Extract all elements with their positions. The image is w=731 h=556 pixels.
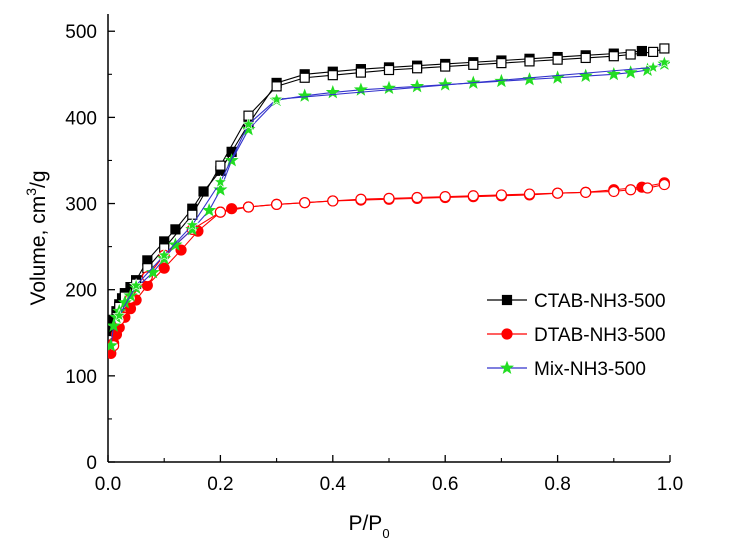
DTAB-NH3-500-desorption-point xyxy=(580,186,592,198)
DTAB-NH3-500-desorption-point xyxy=(327,195,339,207)
DTAB-NH3-500-desorption-point xyxy=(383,192,395,204)
Mix-NH3-500-desorption-point xyxy=(646,60,661,74)
CTAB-NH3-500-desorption-point xyxy=(552,54,563,65)
CTAB-NH3-500-desorption-point xyxy=(412,63,423,74)
Mix-NH3-500-desorption-point xyxy=(657,54,670,69)
DTAB-NH3-500-desorption-point xyxy=(641,182,654,194)
Mix-NH3-500-adsorption-point xyxy=(168,237,183,251)
legend-label: CTAB-NH3-500 xyxy=(534,291,666,312)
CTAB-NH3-500-adsorption-point xyxy=(170,224,181,235)
DTAB-NH3-500-desorption-point xyxy=(658,178,670,191)
y-axis-title-tail: /g xyxy=(27,170,50,188)
Mix-NH3-500-adsorption-point xyxy=(213,182,228,196)
Mix-NH3-500-adsorption-point xyxy=(623,65,638,79)
y-axis-title-main: Volume, cm xyxy=(27,196,50,306)
Mix-NH3-500-adsorption-point xyxy=(108,318,121,332)
y-tick-label: 500 xyxy=(65,22,97,43)
DTAB-NH3-500-desorption-point xyxy=(495,189,507,201)
Mix-NH3-500-adsorption-point xyxy=(606,66,621,81)
CTAB-NH3-500-desorption-point xyxy=(327,70,338,81)
Mix-NH3-500-desorption-point xyxy=(185,217,200,232)
CTAB-NH3-500-desorption-point xyxy=(383,64,395,76)
x-axis-title-main: P/P xyxy=(348,512,382,535)
DTAB-NH3-500-desorption-point xyxy=(608,185,620,198)
CTAB-NH3-500-adsorption-point xyxy=(636,45,648,57)
DTAB-NH3-500-adsorption-point xyxy=(158,262,170,274)
Mix-NH3-500-desorption-point xyxy=(112,308,127,322)
Mix-NH3-500-adsorption-point xyxy=(578,68,593,82)
CTAB-NH3-500-desorption-point xyxy=(648,46,659,58)
DTAB-NH3-500-desorption-point xyxy=(355,193,367,205)
x-tick-label: 0.2 xyxy=(207,474,233,495)
Mix-NH3-500-adsorption-point xyxy=(202,203,217,217)
Mix-NH3-500-adsorption-point xyxy=(325,85,340,99)
CTAB-NH3-500-desorption-point xyxy=(299,72,310,83)
legend-marker xyxy=(500,360,514,374)
y-tick-label: 0 xyxy=(86,453,97,474)
x-tick-label: 0.0 xyxy=(95,474,121,495)
legend-label: DTAB-NH3-500 xyxy=(534,325,666,346)
series-Mix-NH3-500 xyxy=(108,54,670,352)
x-axis-title: P/P0 xyxy=(348,512,389,541)
Mix-NH3-500-desorption-point xyxy=(213,174,228,188)
Mix-NH3-500-adsorption-point xyxy=(438,77,453,91)
x-axis-ticks: 0.0 0.2 0.4 0.6 0.8 1.0 xyxy=(95,455,683,495)
DTAB-NH3-500-desorption-point xyxy=(271,198,283,210)
Mix-NH3-500-adsorption-point xyxy=(185,222,200,236)
DTAB-NH3-500-desorption-point xyxy=(439,191,451,203)
Mix-NH3-500-adsorption-point xyxy=(382,80,396,95)
x-tick-label: 0.4 xyxy=(320,474,347,495)
x-tick-label: 0.8 xyxy=(544,474,570,495)
y-axis-title: Volume, cm3/g xyxy=(23,170,50,305)
CTAB-NH3-500-desorption-point xyxy=(659,43,670,54)
series-layer xyxy=(108,43,670,360)
DTAB-NH3-500-desorption-point xyxy=(242,201,255,213)
CTAB-NH3-500-desorption-point xyxy=(215,160,226,171)
y-axis-ticks: 0 100 200 300 400 500 xyxy=(65,22,115,474)
Mix-NH3-500-adsorption-point xyxy=(241,122,256,136)
y-tick-label: 300 xyxy=(65,195,97,216)
y-tick-label: 100 xyxy=(65,367,97,388)
Mix-NH3-500-adsorption-point xyxy=(297,88,312,102)
y-axis-title-superscript: 3 xyxy=(23,188,39,196)
DTAB-NH3-500-desorption-point xyxy=(214,206,226,218)
Mix-NH3-500-adsorption-point xyxy=(410,79,425,93)
legend-marker xyxy=(501,328,513,340)
CTAB-NH3-500-desorption-point xyxy=(271,81,282,92)
DTAB-NH3-500-desorption-point xyxy=(551,187,564,199)
Mix-NH3-500-desorption-point xyxy=(129,278,144,292)
CTAB-NH3-500-desorption-point xyxy=(625,49,636,60)
x-tick-label: 1.0 xyxy=(657,474,683,495)
Mix-NH3-500-adsorption-point xyxy=(550,70,565,84)
Mix-NH3-500-desorption-point xyxy=(269,91,284,106)
DTAB-NH3-500-desorption-point xyxy=(523,188,536,200)
y-tick-label: 400 xyxy=(65,108,97,129)
x-axis-title-subscript: 0 xyxy=(382,526,389,541)
CTAB-NH3-500-desorption-point xyxy=(496,58,507,69)
DTAB-NH3-500-desorption-point xyxy=(299,197,311,209)
Mix-NH3-500-desorption-point xyxy=(241,116,256,131)
legend-marker xyxy=(501,294,513,306)
CTAB-NH3-500-desorption-point xyxy=(440,61,451,72)
y-tick-label: 200 xyxy=(65,281,97,302)
Mix-NH3-500-adsorption-point xyxy=(145,265,160,279)
DTAB-NH3-500-desorption-point xyxy=(467,190,479,202)
CTAB-NH3-500-desorption-point xyxy=(524,56,535,67)
DTAB-NH3-500-desorption-point xyxy=(411,191,423,204)
legend-label: Mix-NH3-500 xyxy=(534,359,646,380)
CTAB-NH3-500-desorption-point xyxy=(355,67,366,78)
Mix-NH3-500-adsorption-point xyxy=(353,82,368,96)
CTAB-NH3-500-desorption-point xyxy=(580,52,591,64)
Mix-NH3-500-adsorption-point xyxy=(522,72,537,86)
CTAB-NH3-500-desorption-point xyxy=(468,59,479,70)
Mix-NH3-500-adsorption-point xyxy=(108,338,118,352)
legend: CTAB-NH3-500 DTAB-NH3-500 Mix-NH3-500 xyxy=(487,291,666,380)
x-tick-label: 0.6 xyxy=(432,474,458,495)
Mix-NH3-500-desorption-point xyxy=(157,247,172,262)
DTAB-NH3-500-desorption-point xyxy=(625,184,637,196)
DTAB-NH3-500-adsorption-point xyxy=(226,203,238,215)
CTAB-NH3-500-desorption-point xyxy=(608,51,619,62)
